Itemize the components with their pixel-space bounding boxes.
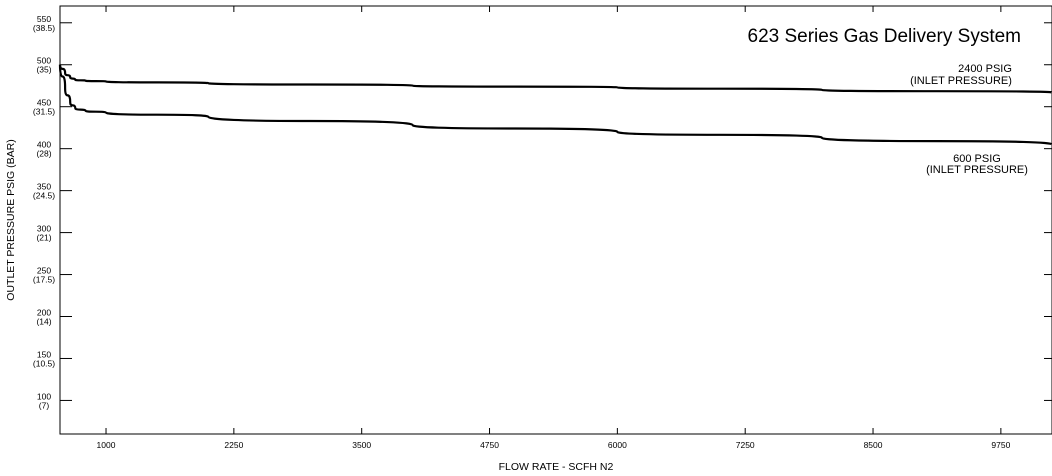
y-tick-label: 250 xyxy=(37,266,51,276)
y-tick-label: 100 xyxy=(37,391,51,401)
y-tick-label: 500 xyxy=(37,56,51,66)
plot-frame xyxy=(59,5,1052,435)
y-tick-sublabel: (38.5) xyxy=(33,23,55,33)
y-tick-sublabel: (28) xyxy=(36,149,51,159)
x-axis-title: FLOW RATE - SCFH N2 xyxy=(499,461,614,473)
series-label-600: 600 PSIG xyxy=(953,153,1001,165)
x-tick-label: 7250 xyxy=(736,440,755,450)
y-axis-title: OUTLET PRESSURE PSIG (BAR) xyxy=(5,139,17,300)
x-tick-label: 3500 xyxy=(352,440,371,450)
y-tick-label: 450 xyxy=(37,98,51,108)
y-tick-label: 350 xyxy=(37,182,51,192)
series-line-600-psig xyxy=(58,64,1052,146)
y-tick-label: 200 xyxy=(37,308,51,318)
series-lines xyxy=(58,64,1052,146)
y-tick-label: 400 xyxy=(37,140,51,150)
y-axis-ticks: 550(38.5) 500(35) 450(31.5) 400(28) 350(24.5… xyxy=(33,14,1052,410)
x-tick-label: 8500 xyxy=(864,440,883,450)
x-axis-ticks: 1000 2250 3500 4750 6000 7250 8500 9750 xyxy=(97,6,1011,450)
y-tick-sublabel: (35) xyxy=(36,65,51,75)
y-tick-sublabel: (24.5) xyxy=(33,191,55,201)
series-label-2400-sub: (INLET PRESSURE) xyxy=(910,75,1012,87)
series-label-2400: 2400 PSIG xyxy=(958,63,1012,75)
x-tick-label: 4750 xyxy=(480,440,499,450)
y-tick-label: 150 xyxy=(37,349,51,359)
y-tick-sublabel: (31.5) xyxy=(33,107,55,117)
y-tick-label: 300 xyxy=(37,224,51,234)
chart-title: 623 Series Gas Delivery System xyxy=(748,26,1022,47)
y-tick-sublabel: (10.5) xyxy=(33,358,55,368)
x-tick-label: 2250 xyxy=(224,440,243,450)
x-tick-label: 6000 xyxy=(608,440,627,450)
x-tick-label: 9750 xyxy=(991,440,1010,450)
series-line-2400-psig xyxy=(58,64,1052,94)
y-tick-sublabel: (21) xyxy=(36,233,51,243)
y-tick-sublabel: (7) xyxy=(39,400,50,410)
series-label-600-sub: (INLET PRESSURE) xyxy=(926,164,1028,176)
y-tick-label: 550 xyxy=(37,14,51,24)
y-tick-sublabel: (14) xyxy=(36,317,51,327)
y-tick-sublabel: (17.5) xyxy=(33,275,55,285)
x-tick-label: 1000 xyxy=(97,440,116,450)
